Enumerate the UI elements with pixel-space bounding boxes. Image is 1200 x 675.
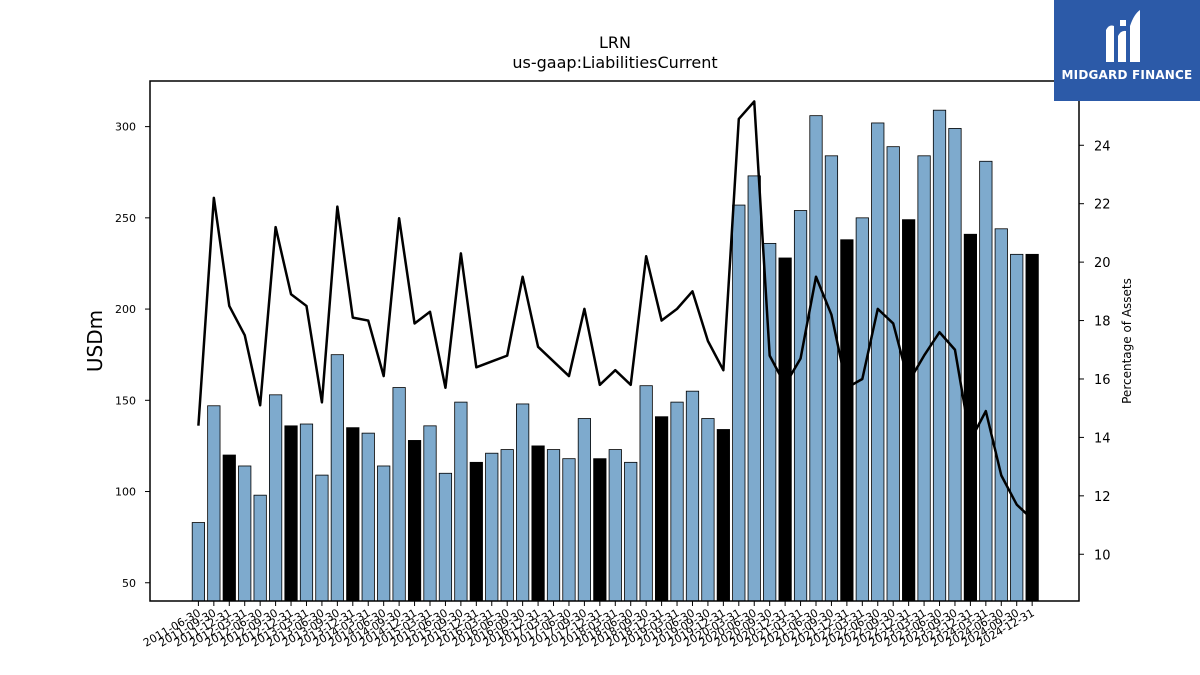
y-right-tick-label: 18 (1094, 315, 1111, 330)
bar-2014-09-30 (392, 387, 406, 602)
plot-frame (149, 80, 1080, 602)
bar-2022-06-30 (871, 122, 885, 602)
bar-2017-12-31 (593, 458, 607, 602)
bar-2019-03-31 (670, 401, 684, 602)
bar-2016-12-31 (531, 445, 545, 602)
bar-2013-09-30 (330, 354, 344, 602)
bar-2019-06-30 (685, 390, 700, 602)
bar-2015-03-31 (423, 425, 437, 602)
bar-2012-06-30 (253, 494, 267, 602)
bar-2015-12-31 (469, 461, 483, 602)
bar-2020-12-31 (778, 257, 792, 602)
bar-2022-12-31 (902, 219, 916, 602)
y-axis-label: USDm (83, 310, 107, 372)
y-tick-label: 250 (115, 212, 136, 225)
y-tick-label: 300 (115, 121, 136, 134)
bar-2024-09-30 (1010, 253, 1024, 602)
bar-2019-09-30 (701, 418, 715, 602)
bar-2016-09-30 (516, 403, 530, 602)
bar-2012-03-31 (238, 465, 252, 602)
y-right-tick-label: 10 (1094, 548, 1111, 563)
y-tick-label: 200 (115, 303, 136, 316)
bar-2017-06-30 (562, 458, 576, 602)
chart-subtitle: us-gaap:LiabilitiesCurrent (512, 53, 717, 72)
bar-2022-03-31 (855, 217, 869, 602)
bar-2011-09-30 (207, 405, 221, 602)
bar-2015-06-30 (438, 472, 453, 602)
bar-2016-03-31 (485, 452, 499, 602)
percentage-line (197, 100, 1034, 521)
bar-2023-03-31 (917, 155, 931, 602)
bar-2014-06-30 (377, 465, 391, 602)
bar-2011-12-31 (222, 454, 236, 602)
bar-2011-06-30 (191, 522, 205, 602)
bar-2019-12-31 (716, 429, 730, 602)
bar-2024-12-31 (1025, 253, 1039, 602)
bar-2018-06-30 (624, 461, 638, 602)
y-tick-label: 50 (122, 577, 136, 590)
bar-2024-06-30 (994, 228, 1008, 602)
y-right-tick-label: 20 (1094, 256, 1111, 271)
bar-2015-09-30 (454, 401, 468, 602)
bar-2020-06-30 (747, 175, 761, 602)
y-right-tick-label: 14 (1094, 431, 1111, 446)
bar-2012-12-31 (284, 425, 298, 602)
bar-2023-09-30 (948, 128, 962, 602)
bar-2018-12-31 (655, 416, 669, 602)
bar-2021-12-31 (840, 239, 854, 602)
logo-text: MIDGARD FINANCE (1061, 68, 1193, 82)
bar-2012-09-30 (268, 394, 283, 602)
bar-2021-03-31 (793, 210, 808, 602)
chart-title: LRN (599, 33, 631, 52)
y-right-tick-label: 22 (1094, 198, 1111, 213)
bar-2020-03-31 (732, 204, 746, 602)
bar-2022-09-30 (886, 146, 900, 602)
y-right-tick-label: 24 (1094, 139, 1111, 154)
bar-2018-09-30 (639, 385, 653, 602)
y-tick-label: 100 (115, 486, 136, 499)
bar-2016-06-30 (500, 449, 514, 602)
bar-2013-03-31 (299, 423, 314, 602)
bar-2014-12-31 (407, 440, 422, 602)
bar-2021-06-30 (809, 115, 823, 602)
bar-2021-09-30 (824, 155, 839, 602)
bar-2017-03-31 (546, 449, 561, 602)
bar-2017-09-30 (577, 418, 592, 602)
bar-2018-03-31 (608, 449, 622, 602)
y-tick-label: 150 (115, 394, 136, 407)
y-right-tick-label: 12 (1094, 490, 1111, 505)
logo-icon (1106, 10, 1140, 62)
bar-2013-06-30 (315, 474, 329, 602)
logo-badge: MIDGARD FINANCE (1054, 0, 1200, 101)
bar-2013-12-31 (346, 427, 360, 602)
bar-2014-03-31 (361, 432, 375, 602)
bar-2024-03-31 (979, 160, 993, 602)
y-right-tick-label: 16 (1094, 373, 1111, 388)
y-axis-right-label: Percentage of Assets (1120, 278, 1134, 404)
bar-2023-06-30 (932, 109, 947, 602)
